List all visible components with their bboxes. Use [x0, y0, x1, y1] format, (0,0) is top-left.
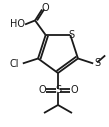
Text: Cl: Cl	[9, 59, 19, 69]
Text: O: O	[41, 3, 49, 13]
Text: S: S	[95, 58, 101, 68]
Text: HO: HO	[10, 19, 25, 29]
Text: S: S	[68, 30, 74, 40]
Text: O: O	[70, 85, 78, 95]
Text: S: S	[55, 85, 61, 95]
Text: O: O	[38, 85, 46, 95]
